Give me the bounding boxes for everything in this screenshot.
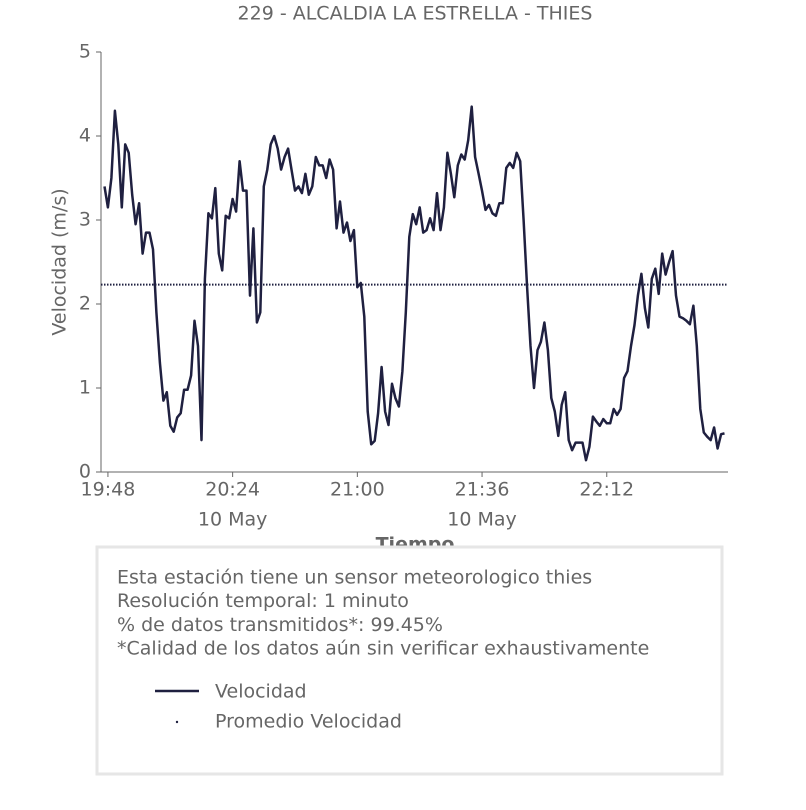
y-tick-label: 4 (79, 125, 91, 147)
info-text: Resolución temporal: 1 minuto (117, 590, 409, 612)
legend-dot (175, 720, 179, 724)
x-tick-label: 21:00 (330, 479, 385, 501)
y-tick-label: 0 (79, 461, 91, 483)
x-tick-label: 22:12 (579, 479, 634, 501)
info-text: % de datos transmitidos*: 99.45% (117, 614, 443, 636)
x-tick-date: 10 May (447, 509, 517, 531)
y-tick-label: 1 (79, 377, 91, 399)
info-box (95, 545, 724, 776)
info-text: *Calidad de los datos aún sin verificar … (117, 638, 649, 660)
x-tick-label: 21:36 (455, 479, 510, 501)
info-text: Esta estación tiene un sensor meteorolog… (117, 567, 592, 589)
legend-label: Velocidad (215, 681, 307, 703)
legend-label: Promedio Velocidad (215, 711, 402, 733)
chart-title: 229 - ALCALDIA LA ESTRELLA - THIES (238, 3, 593, 25)
x-tick-label: 19:48 (81, 479, 136, 501)
x-tick-date: 10 May (198, 509, 268, 531)
x-tick-label: 20:24 (205, 479, 260, 501)
y-axis-label: Velocidad (m/s) (49, 188, 71, 335)
y-tick-label: 2 (79, 293, 91, 315)
y-tick-label: 3 (79, 209, 91, 231)
data-line (103, 105, 725, 462)
y-tick-label: 5 (79, 41, 91, 63)
